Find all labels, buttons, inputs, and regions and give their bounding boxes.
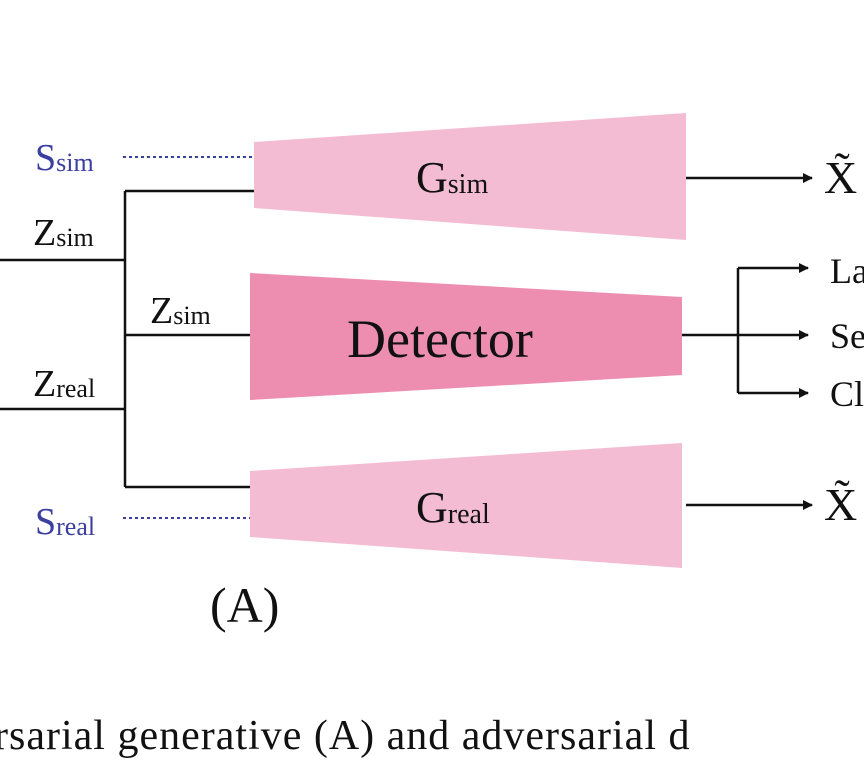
z-real-left-label: Zreal xyxy=(33,363,95,405)
output-se-label: Se xyxy=(830,316,864,356)
connector-lines xyxy=(0,189,740,489)
generator-sim-block xyxy=(254,113,686,240)
g-sim-label: Gsim xyxy=(416,153,488,202)
panel-label: (A) xyxy=(210,577,279,633)
s-real-label: Sreal xyxy=(35,501,95,543)
g-real-label: Greal xyxy=(416,483,490,532)
adversarial-diagram: Ssim Sreal Zsim Zreal Zsim Gsim Detector… xyxy=(0,113,864,633)
detector-label: Detector xyxy=(347,309,533,369)
output-arrows xyxy=(686,173,813,510)
figure-caption: rsarial generative (A) and adversarial d xyxy=(0,713,691,759)
output-x-sim-label: X̃ xyxy=(824,152,857,203)
s-sim-label: Ssim xyxy=(35,137,94,179)
style-dotted-lines xyxy=(123,156,254,519)
output-cl-label: Cl xyxy=(830,374,864,414)
z-sim-mid-label: Zsim xyxy=(150,290,211,332)
z-sim-left-label: Zsim xyxy=(33,212,94,254)
output-x-real-label: X̃ xyxy=(824,479,857,530)
output-la-label: La xyxy=(830,251,864,291)
detector-block xyxy=(250,273,682,400)
generator-real-block xyxy=(250,443,682,568)
